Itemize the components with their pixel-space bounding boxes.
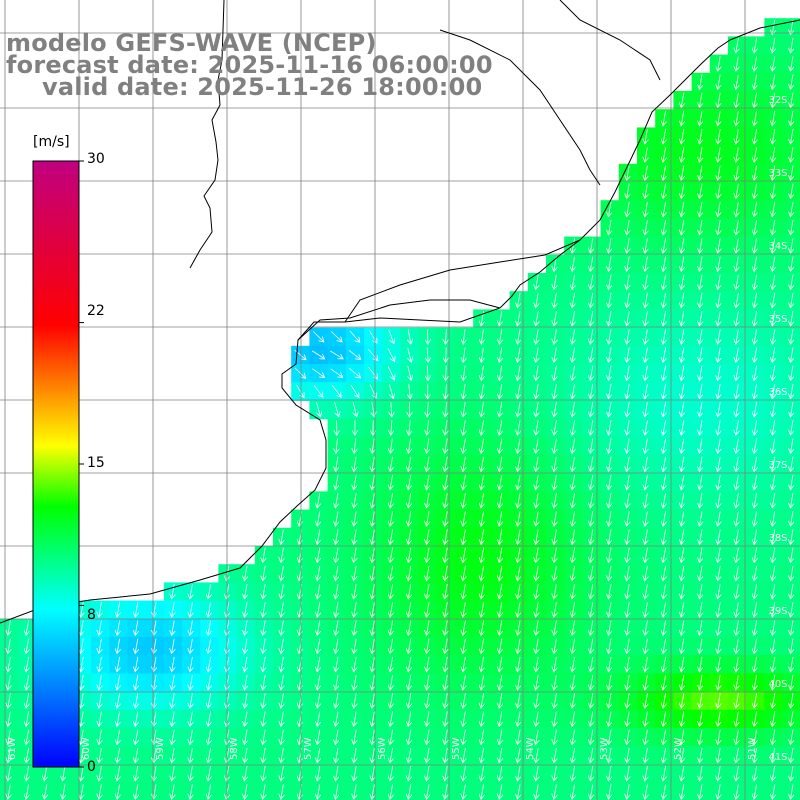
lat-label: 32S [768, 95, 787, 106]
lat-label: 40S [768, 679, 787, 690]
lat-label: 33S [768, 168, 787, 179]
map-title-valid-date: valid date: 2025-11-26 18:00:00 [42, 73, 483, 101]
lat-label: 38S [768, 533, 787, 544]
lon-label: 61W [7, 737, 18, 760]
lon-label: 54W [525, 737, 536, 760]
border-line-4 [559, 0, 661, 81]
lat-label: 34S [768, 241, 787, 252]
lon-label: 57W [303, 737, 314, 760]
lon-label: 51W [747, 737, 758, 760]
lat-label: 39S [768, 606, 787, 617]
lon-label: 53W [599, 737, 610, 760]
lat-label: 36S [768, 387, 787, 398]
lon-label: 58W [229, 737, 240, 760]
colorbar [32, 160, 84, 768]
lon-label: 59W [155, 737, 166, 760]
lat-label: 35S [768, 314, 787, 325]
colorbar-tick-15: 15 [87, 455, 105, 471]
colorbar-tick-8: 8 [87, 607, 96, 623]
wind-speed-field [0, 18, 800, 800]
colorbar-tick-22: 22 [87, 303, 105, 319]
lat-label: 41S [768, 752, 787, 763]
colorbar-ramp [32, 160, 80, 768]
lon-label: 56W [377, 737, 388, 760]
lon-label: 55W [451, 737, 462, 760]
lon-label: 52W [673, 737, 684, 760]
lat-label: 37S [768, 460, 787, 471]
colorbar-tick-0: 0 [87, 759, 96, 775]
lon-label: 60W [81, 737, 92, 760]
colorbar-tick-30: 30 [87, 151, 105, 167]
wind-cell [782, 782, 800, 800]
colorbar-units: [m/s] [33, 134, 70, 150]
